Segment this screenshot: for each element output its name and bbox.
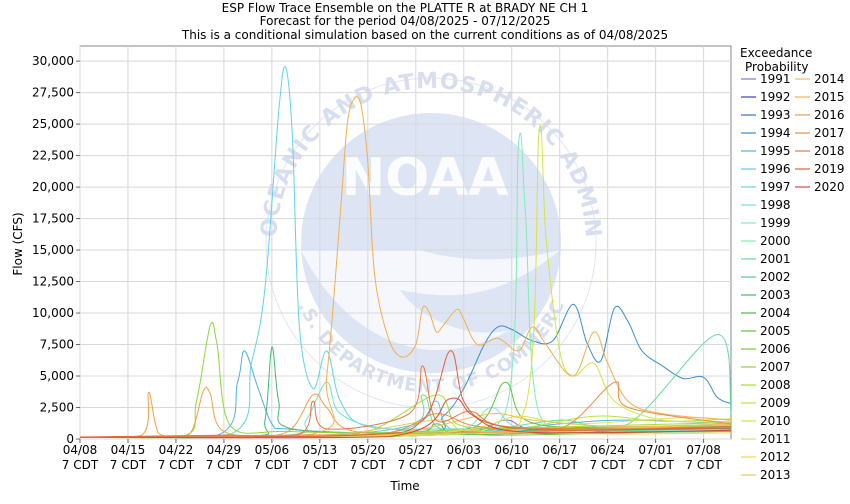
legend-label: 2016 xyxy=(814,108,845,122)
x-axis-label: Time xyxy=(389,479,419,493)
x-tick-label-time: 7 CDT xyxy=(302,458,339,472)
y-axis-label: Flow (CFS) xyxy=(11,212,25,275)
legend-title-1: Exceedance xyxy=(740,46,812,60)
legend-label: 2001 xyxy=(760,252,791,266)
y-tick-label: 10,000 xyxy=(32,306,74,320)
legend: Exceedance Probability 19911992199319941… xyxy=(740,46,845,482)
x-tick-label-time: 7 CDT xyxy=(541,458,578,472)
x-tick-label-date: 04/29 xyxy=(207,443,242,457)
legend-label: 2004 xyxy=(760,306,791,320)
legend-label: 1992 xyxy=(760,90,791,104)
x-tick-label-time: 7 CDT xyxy=(637,458,674,472)
x-tick-label-time: 7 CDT xyxy=(110,458,147,472)
legend-label: 2018 xyxy=(814,144,845,158)
watermark-wing-shape xyxy=(301,250,560,351)
legend-label: 1995 xyxy=(760,144,791,158)
legend-label: 2017 xyxy=(814,126,845,140)
x-tick-label-time: 7 CDT xyxy=(494,458,531,472)
legend-label: 1994 xyxy=(760,126,791,140)
legend-label: 2020 xyxy=(814,180,845,194)
chart-subtitle-2: This is a conditional simulation based o… xyxy=(181,28,668,42)
series-line-2019 xyxy=(79,350,732,438)
x-tick-label-time: 7 CDT xyxy=(398,458,435,472)
chart-title: ESP Flow Trace Ensemble on the PLATTE R … xyxy=(222,1,589,15)
x-tick-label-date: 04/22 xyxy=(159,443,194,457)
y-tick-label: 0 xyxy=(66,432,74,446)
x-tick-label-time: 7 CDT xyxy=(206,458,243,472)
legend-items: 1991 1992 1993 1994 1995 1996 1997 1998 1999 2000… xyxy=(741,72,845,482)
legend-label: 1993 xyxy=(760,108,791,122)
x-tick-label-time: 7 CDT xyxy=(254,458,291,472)
y-tick-label: 15,000 xyxy=(32,243,74,257)
x-tick-label-time: 7 CDT xyxy=(158,458,195,472)
x-tick-label-date: 07/08 xyxy=(686,443,721,457)
legend-label: 2000 xyxy=(760,234,791,248)
chart-subtitle-1: Forecast for the period 04/08/2025 - 07/… xyxy=(260,14,551,28)
x-tick-label-date: 05/27 xyxy=(398,443,433,457)
y-tick-label: 27,500 xyxy=(32,86,74,100)
y-tick-label: 12,500 xyxy=(32,275,74,289)
legend-label: 2011 xyxy=(760,432,791,446)
legend-label: 2008 xyxy=(760,378,791,392)
legend-label: 2013 xyxy=(760,468,791,482)
y-tick-label: 20,000 xyxy=(32,180,74,194)
legend-title-2: Probability xyxy=(745,60,808,74)
series-line-2017 xyxy=(79,381,732,438)
x-tick-label-date: 04/08 xyxy=(63,443,98,457)
x-tick-label-date: 05/20 xyxy=(351,443,386,457)
legend-label: 2019 xyxy=(814,162,845,176)
y-axis: 0 2,500 5,000 7,500 10,000 12,500 15,000 17,500… xyxy=(32,54,80,446)
x-tick-label-date: 06/24 xyxy=(590,443,625,457)
legend-label: 2006 xyxy=(760,342,791,356)
x-tick-label-time: 7 CDT xyxy=(62,458,99,472)
legend-label: 2014 xyxy=(814,72,845,86)
y-tick-label: 2,500 xyxy=(40,401,74,415)
y-tick-label: 22,500 xyxy=(32,149,74,163)
legend-label: 2005 xyxy=(760,324,791,338)
x-tick-label-date: 06/10 xyxy=(494,443,529,457)
x-tick-label-time: 7 CDT xyxy=(589,458,626,472)
y-tick-label: 5,000 xyxy=(40,369,74,383)
y-tick-label: 17,500 xyxy=(32,212,74,226)
y-tick-label: 25,000 xyxy=(32,117,74,131)
x-tick-label-date: 05/13 xyxy=(303,443,338,457)
legend-label: 2012 xyxy=(760,450,791,464)
series-line-2015 xyxy=(79,96,732,438)
legend-label: 1991 xyxy=(760,72,791,86)
legend-label: 2015 xyxy=(814,90,845,104)
x-tick-label-date: 07/01 xyxy=(638,443,673,457)
legend-label: 2007 xyxy=(760,360,791,374)
x-tick-label-time: 7 CDT xyxy=(446,458,483,472)
legend-label: 2003 xyxy=(760,288,791,302)
legend-label: 2009 xyxy=(760,396,791,410)
series-line-2016 xyxy=(79,386,732,438)
x-tick-label-date: 05/06 xyxy=(255,443,290,457)
x-tick-label-time: 7 CDT xyxy=(685,458,722,472)
legend-label: 1999 xyxy=(760,216,791,230)
series-line-2020 xyxy=(79,397,732,439)
legend-label: 1998 xyxy=(760,198,791,212)
series-line-2010 xyxy=(79,125,732,438)
x-tick-label-time: 7 CDT xyxy=(350,458,387,472)
y-tick-label: 30,000 xyxy=(32,54,74,68)
grid-layer xyxy=(79,46,731,440)
y-tick-label: 7,500 xyxy=(40,338,74,352)
x-tick-label-date: 06/03 xyxy=(446,443,481,457)
legend-label: 1996 xyxy=(760,162,791,176)
legend-label: 2002 xyxy=(760,270,791,284)
series-layer xyxy=(79,66,732,439)
legend-label: 2010 xyxy=(760,414,791,428)
watermark-center-text: NOAA xyxy=(342,148,509,208)
series-line-1997 xyxy=(79,66,732,438)
legend-label: 1997 xyxy=(760,180,791,194)
x-tick-label-date: 06/17 xyxy=(542,443,577,457)
x-tick-label-date: 04/15 xyxy=(111,443,146,457)
